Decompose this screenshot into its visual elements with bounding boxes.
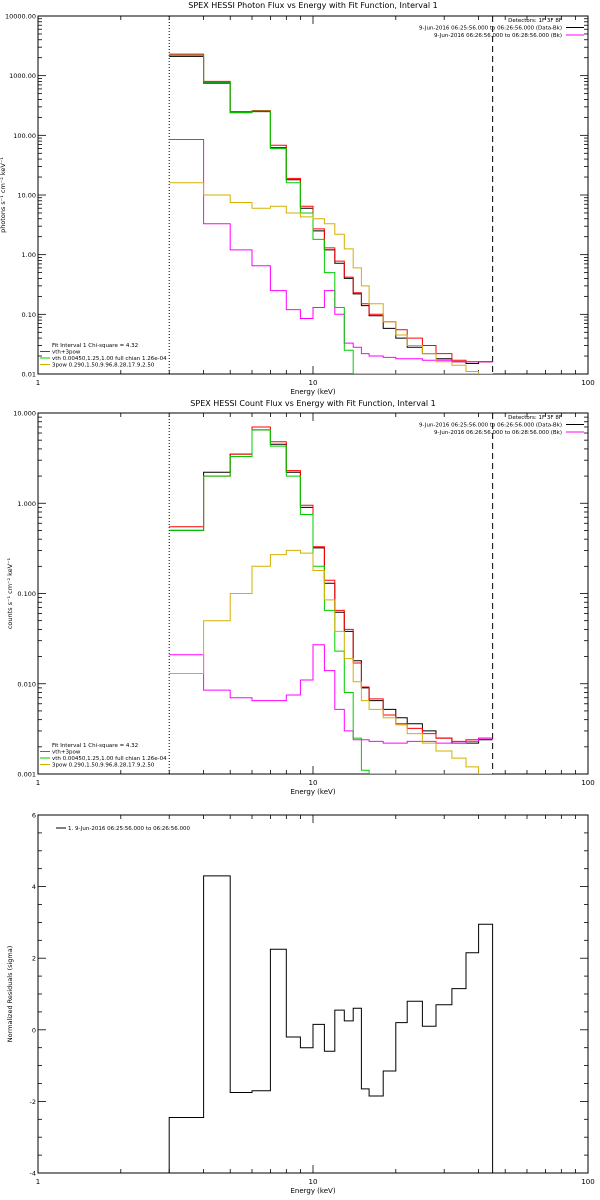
x-axis: 1 10 100 Energy (keV)	[36, 413, 595, 796]
series-line-5	[169, 549, 493, 774]
y-tick-label: 4	[32, 883, 36, 891]
y-tick-label: -2	[30, 1098, 36, 1106]
y-tick-label: 0.001	[17, 771, 36, 779]
x-tick-label: 100	[581, 1178, 594, 1186]
y-tick-label: 0.10	[22, 311, 36, 319]
x-tick-label: 10	[309, 379, 318, 387]
series-line-1	[169, 429, 493, 744]
y-tick-label: 10.000	[13, 410, 36, 418]
x-tick-label: 1	[36, 1178, 40, 1186]
y-tick-label: 0.100	[17, 590, 36, 598]
plot-frame	[37, 412, 589, 775]
y-tick-label: 10.00	[17, 192, 36, 200]
series-line-1	[169, 55, 493, 364]
x-tick-label: 1	[36, 779, 40, 787]
legend-entry: 3pow 0.290,1.50,9.96,8.28,17.9,2.50	[52, 363, 155, 369]
chart-panel-2: SPEX HESSI Count Flux vs Energy with Fit…	[6, 399, 595, 796]
series-line-5	[169, 182, 493, 374]
y-axis-label: Normalized Residuals (sigma)	[6, 946, 14, 1043]
y-axis-label: photons s⁻¹ cm⁻² keV⁻¹	[0, 157, 7, 233]
y-tick-label: 6	[32, 812, 36, 820]
y-axis: -4 -2 0 2 4 6 Normalized Residuals (sigma)	[6, 812, 588, 1178]
data-series	[169, 53, 493, 374]
x-tick-label: 1	[36, 379, 40, 387]
series-line-2	[169, 53, 493, 363]
y-tick-label: 1.00	[22, 251, 36, 259]
y-axis: 0.001 0.010 0.100 1.000 10.000 counts s⁻¹ cm⁻…	[6, 410, 588, 779]
info-line: 9-Jun-2016 06:26:56.000 to 06:28:56.000 …	[434, 430, 562, 436]
data-series	[169, 426, 493, 774]
info-line: 9-Jun-2016 06:26:56.000 to 06:28:56.000 …	[434, 33, 562, 39]
series-line-4	[169, 429, 493, 774]
y-tick-label: 2	[32, 955, 36, 963]
x-axis-label: Energy (keV)	[290, 1187, 335, 1195]
y-tick-label: 100.00	[13, 132, 36, 140]
legend: 1. 9-Jun-2016 06:25:56.000 to 06:26:56.0…	[56, 826, 191, 832]
series-line-3	[169, 139, 493, 363]
y-tick-label: 0.010	[17, 680, 36, 688]
y-tick-label: 0	[32, 1026, 36, 1034]
x-tick-label: 10	[309, 1178, 318, 1186]
info-line: Detectors: 1F 3F 8F	[508, 415, 562, 421]
legend-entry: vth+3pow	[52, 750, 81, 756]
y-axis: 0.01 0.10 1.00 10.00 100.00 1000.00 10000.00 ph…	[0, 13, 588, 379]
info-line: 9-Jun-2016 06:25:56.000 to 06:26:56.000 …	[419, 26, 562, 32]
y-tick-label: 0.01	[22, 371, 36, 379]
y-tick-label: -4	[30, 1170, 36, 1178]
legend-entry: Fit Interval 1 Chi-square = 4.32	[52, 343, 138, 349]
chart-panel-1: SPEX HESSI Photon Flux vs Energy with Fi…	[0, 1, 595, 396]
plot-frame	[37, 814, 589, 1174]
legend-entry: vth+3pow	[52, 350, 81, 356]
chart-panel-3: 1 10 100 Energy (keV) -4 -2 0 2 4 6 Normalized Res…	[6, 812, 595, 1196]
info-line: Detectors: 1F 3F 8F	[508, 18, 562, 24]
x-axis-label: Energy (keV)	[290, 788, 335, 796]
x-tick-label: 100	[581, 379, 594, 387]
y-axis-label: counts s⁻¹ cm⁻² keV⁻¹	[6, 557, 14, 629]
legend: Fit Interval 1 Chi-square = 4.32vth+3pow…	[40, 343, 167, 369]
legend-entry: vth 0.00450,1.25,1.00 full chian 1.26e-0…	[52, 756, 167, 762]
chart-title: SPEX HESSI Count Flux vs Energy with Fit…	[190, 399, 435, 408]
y-tick-label: 1000.00	[9, 72, 36, 80]
series-line-4	[169, 54, 493, 374]
legend-entry: Fit Interval 1 Chi-square = 4.32	[52, 743, 138, 749]
info-line: 9-Jun-2016 06:25:56.000 to 06:26:56.000 …	[419, 423, 562, 429]
y-tick-label: 1.000	[17, 500, 36, 508]
x-axis-label: Energy (keV)	[290, 388, 335, 396]
legend-entry: 1. 9-Jun-2016 06:25:56.000 to 06:26:56.0…	[68, 826, 191, 832]
legend-entry: vth 0.00450,1.25,1.00 full chian 1.26e-0…	[52, 356, 167, 362]
x-axis: 1 10 100 Energy (keV)	[36, 16, 595, 396]
x-tick-label: 100	[581, 779, 594, 787]
series-line-1	[168, 875, 494, 1173]
x-axis: 1 10 100 Energy (keV)	[36, 815, 595, 1195]
x-tick-label: 10	[309, 779, 318, 787]
legend: Fit Interval 1 Chi-square = 4.32vth+3pow…	[40, 743, 167, 769]
data-series	[168, 875, 494, 1173]
y-tick-label: 10000.00	[5, 13, 36, 21]
series-line-2	[169, 426, 493, 742]
plot-frame	[37, 15, 589, 375]
legend-entry: 3pow 0.290,1.50,9.96,8.28,17.9,2.50	[52, 763, 155, 769]
chart-title: SPEX HESSI Photon Flux vs Energy with Fi…	[188, 1, 438, 10]
series-line-3	[169, 644, 493, 744]
